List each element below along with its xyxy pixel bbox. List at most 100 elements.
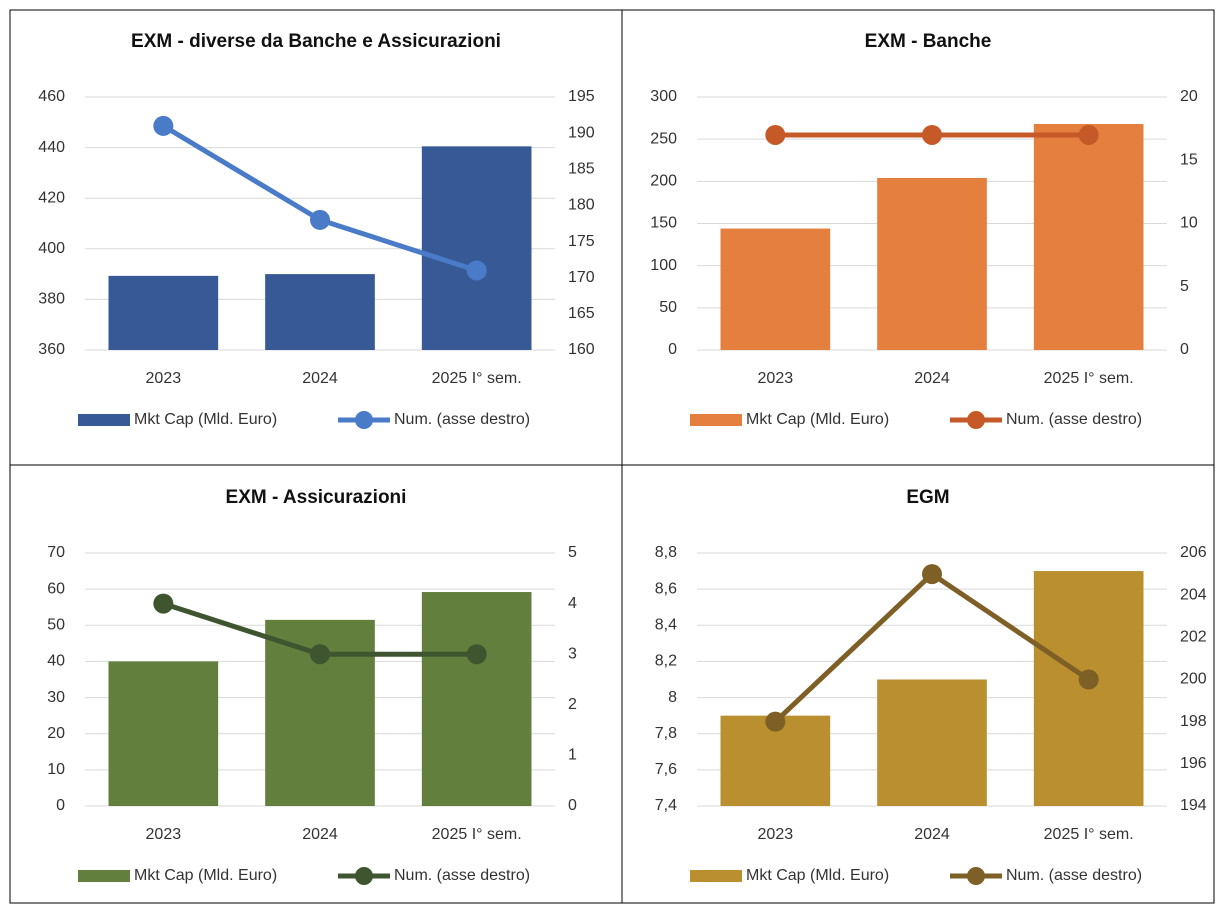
y-tick-label: 8,2 [655, 653, 677, 670]
y2-tick-label: 2 [568, 696, 577, 713]
legend-label: Num. (asse destro) [394, 867, 530, 884]
y2-tick-label: 196 [1180, 755, 1207, 772]
y2-tick-label: 185 [568, 161, 595, 178]
marker [466, 644, 487, 665]
y2-tick-label: 195 [568, 88, 595, 105]
legend-label: Mkt Cap (Mld. Euro) [746, 411, 889, 428]
x-tick-label: 2024 [302, 370, 338, 387]
marker [1078, 669, 1099, 690]
legend-label: Num. (asse destro) [1006, 411, 1142, 428]
bar [877, 679, 987, 806]
legend-swatch [78, 414, 130, 426]
bar [108, 275, 219, 350]
y-tick-label: 0 [56, 797, 65, 814]
legend-label: Num. (asse destro) [394, 411, 530, 428]
y-tick-label: 420 [38, 189, 65, 206]
y2-tick-label: 165 [568, 305, 595, 322]
y2-tick-label: 190 [568, 124, 595, 141]
y-tick-label: 8,6 [655, 580, 677, 597]
y-tick-label: 250 [650, 130, 677, 147]
y2-tick-label: 160 [568, 341, 595, 358]
marker [1078, 124, 1099, 145]
legend-label: Mkt Cap (Mld. Euro) [134, 411, 277, 428]
marker [466, 260, 487, 281]
y2-tick-label: 194 [1180, 797, 1207, 814]
y2-tick-label: 0 [1180, 341, 1189, 358]
y-tick-label: 40 [47, 653, 65, 670]
bar [265, 274, 375, 350]
chart-title: EXM - Banche [865, 31, 992, 52]
legend-swatch [355, 867, 373, 885]
y-tick-label: 30 [47, 689, 65, 706]
y-tick-label: 10 [47, 761, 65, 778]
legend-swatch [690, 870, 742, 882]
y-tick-label: 50 [659, 299, 677, 316]
y-tick-label: 0 [668, 341, 677, 358]
y-tick-label: 7,4 [655, 797, 677, 814]
legend-swatch [967, 411, 985, 429]
y-tick-label: 8,8 [655, 544, 677, 561]
x-tick-label: 2023 [146, 370, 182, 387]
y2-tick-label: 5 [1180, 278, 1189, 295]
y2-tick-label: 1 [568, 747, 577, 764]
x-tick-label: 2025 I° sem. [432, 370, 522, 387]
x-tick-label: 2025 I° sem. [1044, 370, 1134, 387]
legend-swatch [355, 411, 373, 429]
y-tick-label: 70 [47, 544, 65, 561]
x-tick-label: 2025 I° sem. [432, 826, 522, 843]
marker [922, 124, 942, 145]
y2-tick-label: 175 [568, 233, 595, 250]
legend-swatch [690, 414, 742, 426]
marker [922, 564, 942, 585]
y-tick-label: 360 [38, 341, 65, 358]
chart-title: EXM - diverse da Banche e Assicurazioni [131, 31, 501, 52]
y2-tick-label: 170 [568, 269, 595, 286]
y2-tick-label: 15 [1180, 151, 1198, 168]
bar [421, 592, 532, 806]
bar [421, 146, 532, 350]
y2-tick-label: 202 [1180, 629, 1207, 646]
y-tick-label: 60 [47, 580, 65, 597]
y-tick-label: 150 [650, 215, 677, 232]
y2-tick-label: 3 [568, 645, 577, 662]
y-tick-label: 7,8 [655, 725, 677, 742]
y-tick-label: 8 [668, 689, 677, 706]
y-tick-label: 20 [47, 725, 65, 742]
bar [720, 228, 831, 350]
marker [153, 115, 174, 136]
y2-tick-label: 0 [568, 797, 577, 814]
y-tick-label: 50 [47, 617, 65, 634]
x-tick-label: 2023 [758, 370, 794, 387]
y2-tick-label: 180 [568, 197, 595, 214]
y-tick-label: 8,4 [655, 617, 677, 634]
y-tick-label: 440 [38, 139, 65, 156]
marker [153, 593, 174, 614]
frame [9, 9, 1215, 904]
x-tick-label: 2025 I° sem. [1044, 826, 1134, 843]
y2-tick-label: 204 [1180, 586, 1207, 603]
y2-tick-label: 4 [568, 595, 577, 612]
legend-label: Num. (asse destro) [1006, 867, 1142, 884]
marker [765, 711, 786, 732]
legend-swatch [78, 870, 130, 882]
y2-tick-label: 5 [568, 544, 577, 561]
legend-label: Mkt Cap (Mld. Euro) [134, 867, 277, 884]
y-tick-label: 460 [38, 88, 65, 105]
bar [877, 177, 987, 350]
y-tick-label: 100 [650, 257, 677, 274]
legend-swatch [967, 867, 985, 885]
y-tick-label: 400 [38, 240, 65, 257]
marker [765, 124, 786, 145]
marker [310, 644, 330, 665]
y2-tick-label: 10 [1180, 215, 1198, 232]
y2-tick-label: 200 [1180, 671, 1207, 688]
x-tick-label: 2024 [302, 826, 338, 843]
x-tick-label: 2023 [758, 826, 794, 843]
y-tick-label: 380 [38, 291, 65, 308]
marker [310, 209, 330, 230]
legend-label: Mkt Cap (Mld. Euro) [746, 867, 889, 884]
x-tick-label: 2024 [914, 370, 950, 387]
chart-title: EXM - Assicurazioni [226, 487, 407, 508]
y-tick-label: 300 [650, 88, 677, 105]
